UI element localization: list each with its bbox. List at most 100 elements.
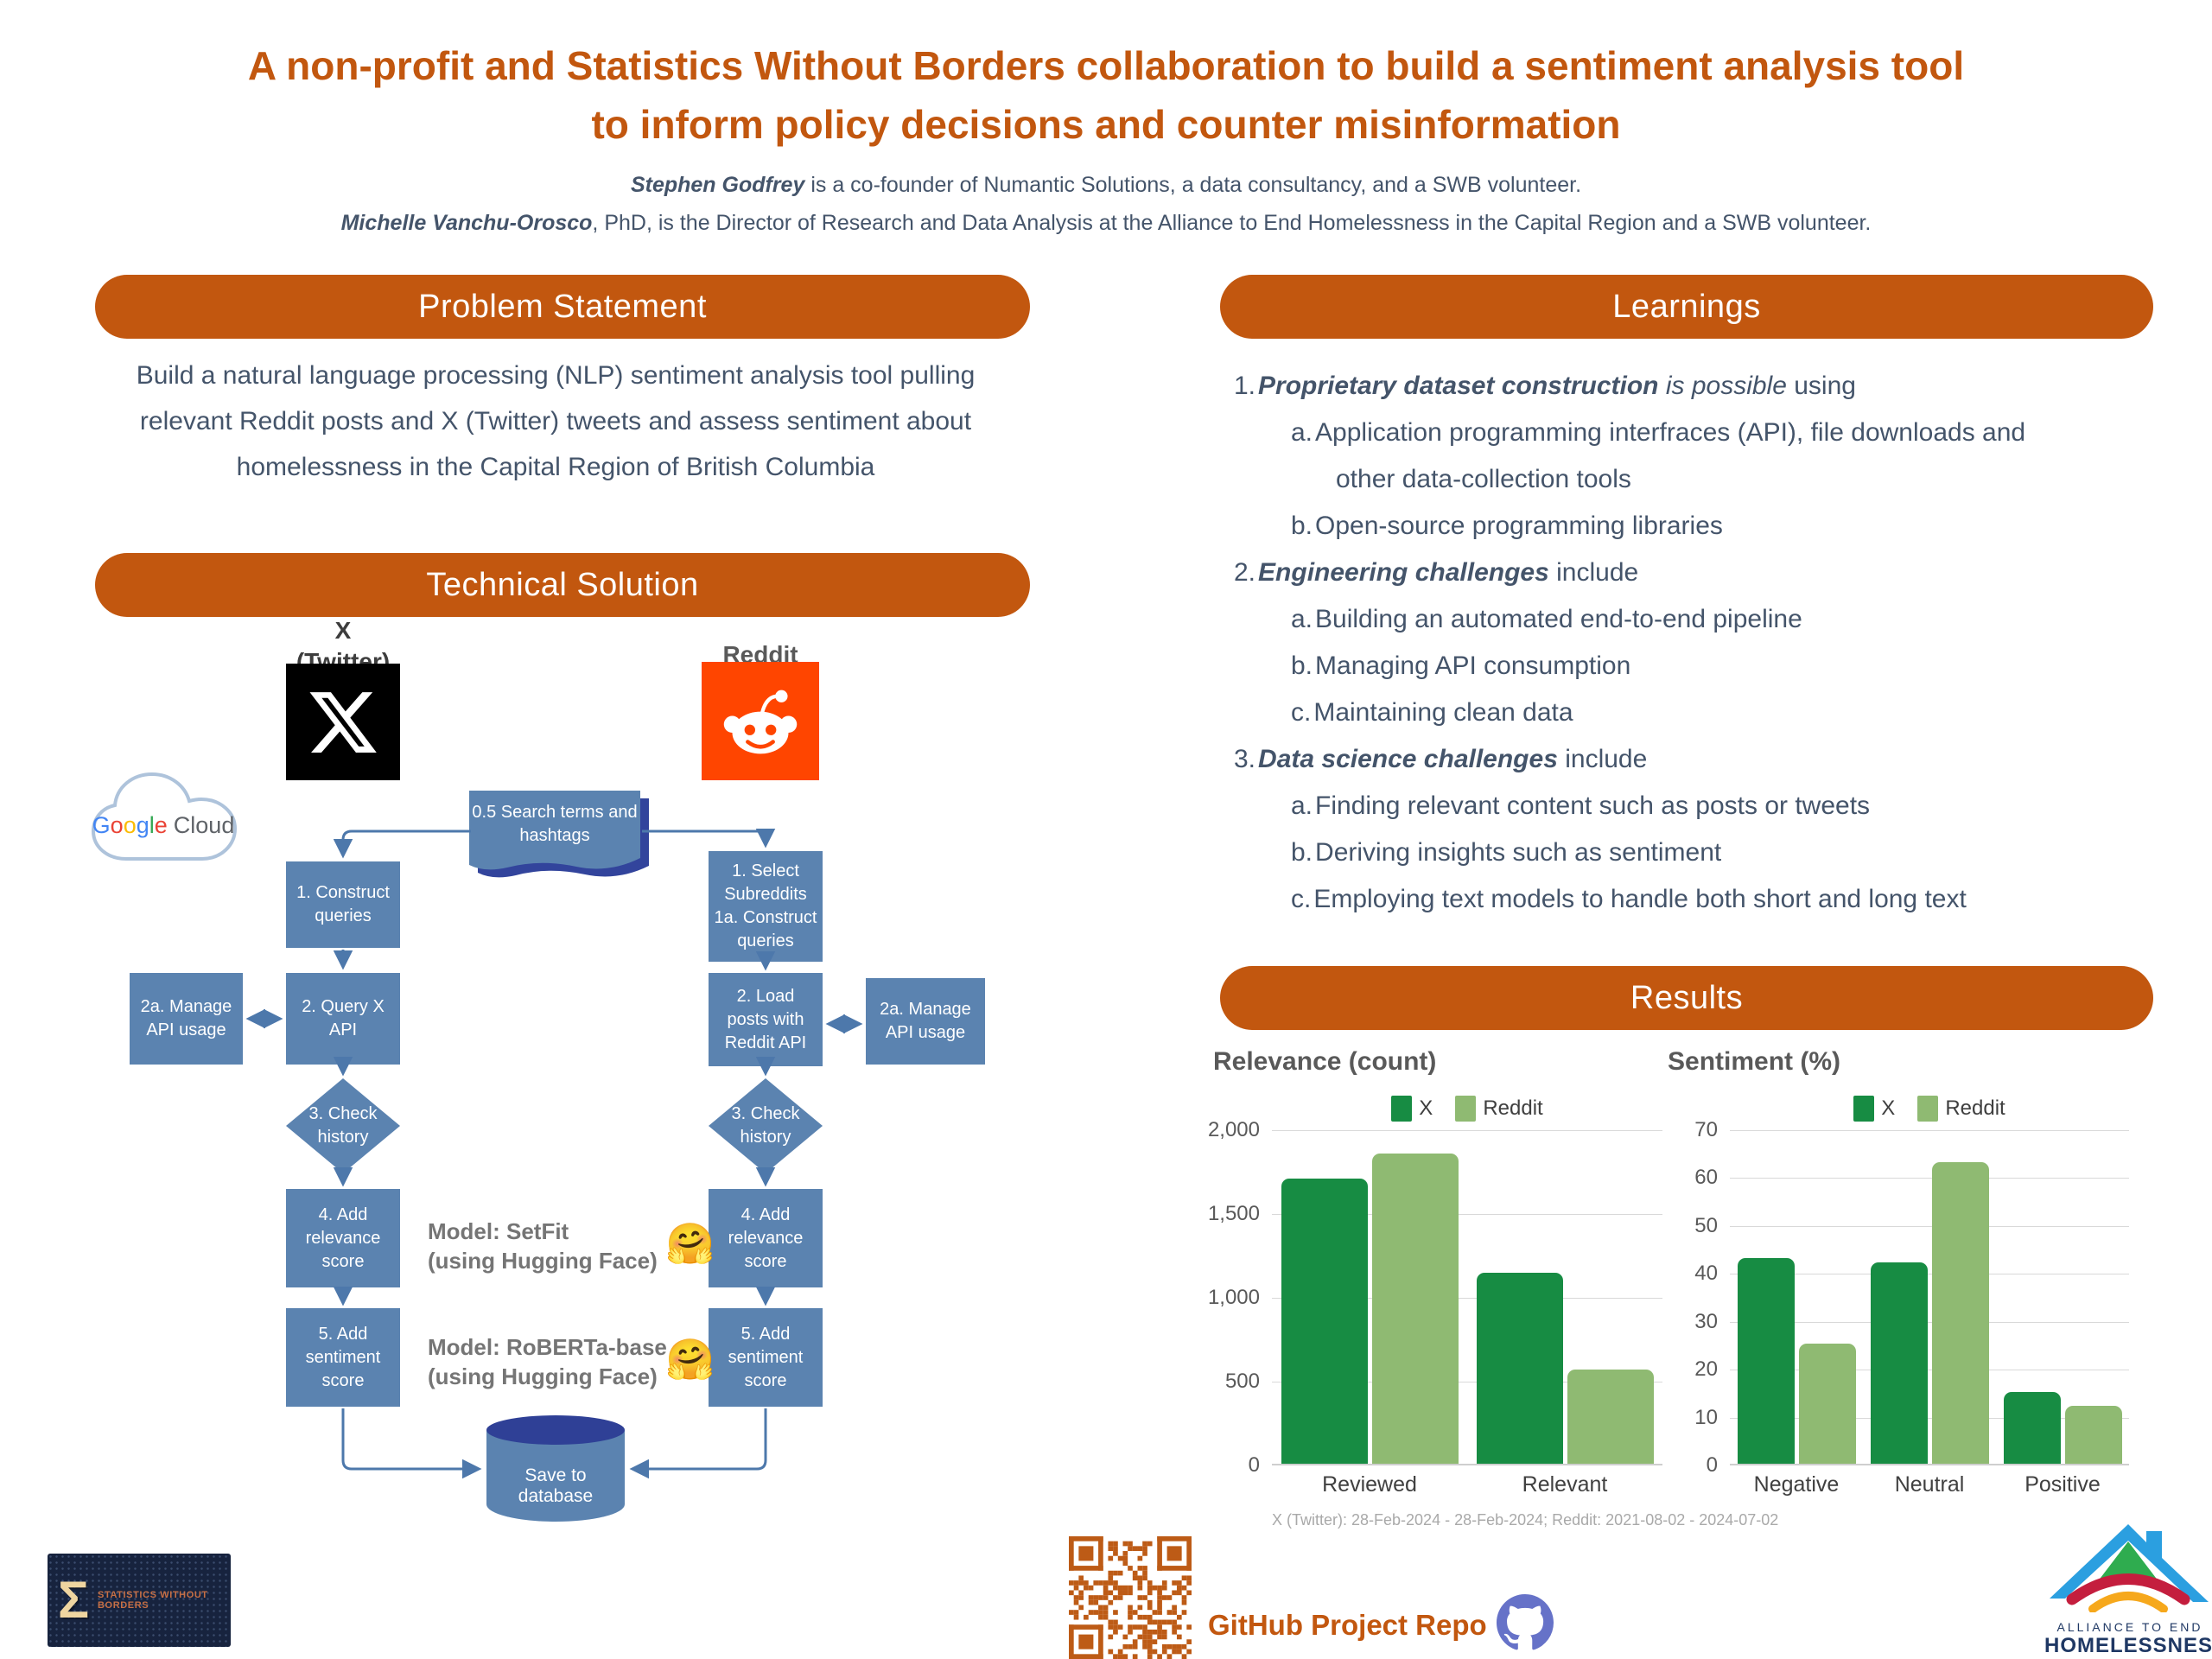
page-title: A non-profit and Statistics Without Bord… bbox=[86, 36, 2126, 154]
bar-reddit-negative bbox=[1798, 1344, 1856, 1464]
legend-swatch bbox=[1391, 1096, 1413, 1122]
chart-title-sentiment: Sentiment (%) bbox=[1668, 1047, 1841, 1076]
flow-x-add-sentiment: 5. Add sentiment score bbox=[286, 1308, 400, 1407]
learnings-item-3b: b. Deriving insights such as sentiment bbox=[1291, 838, 1722, 867]
x-logo bbox=[286, 664, 400, 780]
github-repo-label: GitHub Project Repo bbox=[1208, 1609, 1487, 1641]
database-cylinder-top bbox=[486, 1415, 625, 1445]
legend-item: Reddit bbox=[1455, 1096, 1543, 1122]
learnings-item-2c: c. Maintaining clean data bbox=[1291, 698, 1573, 727]
learnings-item-2a: a. Building an automated end-to-end pipel… bbox=[1291, 605, 1802, 633]
y-tick-label: 60 bbox=[1694, 1166, 1718, 1190]
bar-group bbox=[1281, 1154, 1459, 1464]
github-octocat-icon bbox=[1497, 1594, 1554, 1656]
x-tick-label: Positive bbox=[2024, 1472, 2101, 1497]
page-title-line2: to inform policy decisions and counter m… bbox=[591, 102, 1621, 147]
bar-reddit-positive bbox=[2064, 1406, 2122, 1464]
x-tick-label: Relevant bbox=[1522, 1472, 1608, 1497]
bar-reddit-relevant bbox=[1567, 1370, 1654, 1464]
learnings-item-1b: b. Open-source programming libraries bbox=[1291, 512, 1723, 540]
learnings-item-3c: c. Employing text models to handle both s… bbox=[1291, 885, 1967, 913]
section-header-problem: Problem Statement bbox=[95, 275, 1030, 339]
y-tick-label: 10 bbox=[1694, 1405, 1718, 1429]
plot-area bbox=[1272, 1130, 1662, 1465]
chart-legend: X Reddit bbox=[1730, 1094, 2129, 1123]
learnings-list: 1. Proprietary dataset construction is po… bbox=[1234, 363, 2197, 923]
flow-x-check-history: 3. Check history bbox=[286, 1078, 400, 1173]
x-tick-label: Negative bbox=[1753, 1472, 1840, 1497]
learnings-item-3: 3. Data science challenges include bbox=[1234, 745, 1648, 773]
flow-reddit-load-posts: 2. Load posts with Reddit API bbox=[709, 973, 823, 1066]
alliance-logo: ALLIANCE TO END HOMELESSNESS IN THE CAPI… bbox=[2044, 1519, 2212, 1659]
page-title-line1: A non-profit and Statistics Without Bord… bbox=[247, 43, 1965, 88]
y-tick-label: 20 bbox=[1694, 1357, 1718, 1382]
flow-x-query-api: 2. Query X API bbox=[286, 973, 400, 1065]
legend-swatch bbox=[1853, 1096, 1875, 1122]
y-tick-label: 50 bbox=[1694, 1213, 1718, 1237]
hugging-face-icon: 🤗 bbox=[665, 1221, 715, 1266]
flow-reddit-add-relevance: 4. Add relevance score bbox=[709, 1189, 823, 1287]
cloud-icon bbox=[91, 772, 238, 861]
flow-x-manage-api-usage: 2a. Manage API usage bbox=[130, 973, 243, 1065]
y-tick-label: 40 bbox=[1694, 1262, 1718, 1286]
bar-group bbox=[1476, 1273, 1654, 1464]
x-axis-labels: Negative Neutral Positive bbox=[1730, 1472, 2129, 1497]
google-cloud-logo: Google Cloud bbox=[85, 762, 270, 874]
flow-save-to-database: Save to database bbox=[486, 1415, 625, 1528]
bar-x-negative bbox=[1737, 1258, 1795, 1464]
chart-legend: X Reddit bbox=[1272, 1094, 1662, 1123]
learnings-item-1a-cont: other data-collection tools bbox=[1336, 465, 1631, 493]
x-axis-labels: Reviewed Relevant bbox=[1272, 1472, 1662, 1497]
bar-x-reviewed bbox=[1281, 1179, 1368, 1464]
google-cloud-wordmark: Google Cloud bbox=[92, 812, 235, 838]
bar-reddit-reviewed bbox=[1371, 1154, 1459, 1464]
qr-code bbox=[1069, 1536, 1192, 1659]
chart-footnote: X (Twitter): 28-Feb-2024 - 28-Feb-2024; … bbox=[1272, 1511, 1779, 1529]
y-tick-label: 70 bbox=[1694, 1118, 1718, 1141]
y-tick-label: 30 bbox=[1694, 1309, 1718, 1333]
sigma-icon: Σ bbox=[58, 1571, 90, 1629]
bar-group bbox=[1870, 1162, 1989, 1464]
x-icon bbox=[309, 691, 377, 753]
chart-title-relevance: Relevance (count) bbox=[1213, 1047, 1437, 1076]
reddit-snoo-icon bbox=[723, 690, 798, 753]
flow-x-construct-queries: 1. Construct queries bbox=[286, 861, 400, 948]
legend-swatch bbox=[1917, 1096, 1939, 1122]
section-header-technical: Technical Solution bbox=[95, 553, 1030, 617]
learnings-item-1: 1. Proprietary dataset construction is po… bbox=[1234, 372, 1856, 400]
flow-x-add-relevance: 4. Add relevance score bbox=[286, 1189, 400, 1287]
y-tick-label: 0 bbox=[1248, 1453, 1260, 1477]
y-tick-label: 2,000 bbox=[1207, 1118, 1260, 1141]
legend-item: Reddit bbox=[1917, 1096, 2005, 1122]
bar-x-neutral bbox=[1870, 1262, 1928, 1464]
y-tick-label: 1,000 bbox=[1207, 1286, 1260, 1309]
model-setfit-label: Model: SetFit (using Hugging Face) bbox=[428, 1218, 658, 1274]
learnings-item-3a: a. Finding relevant content such as posts… bbox=[1291, 791, 1871, 820]
flow-reddit-check-history: 3. Check history bbox=[709, 1078, 823, 1173]
swb-logo-text: STATISTICS WITHOUT BORDERS bbox=[98, 1590, 208, 1611]
y-tick-label: 0 bbox=[1706, 1453, 1718, 1477]
model-roberta-label: Model: RoBERTa-base (using Hugging Face) bbox=[428, 1334, 667, 1389]
y-axis-labels: 0 500 1,000 1,500 2,000 bbox=[1208, 1118, 1272, 1477]
alliance-roof-icon bbox=[2050, 1524, 2209, 1613]
author-line-1: Stephen Godfrey is a co-founder of Numan… bbox=[630, 173, 1582, 197]
learnings-item-1a: a. Application programming interfraces (A… bbox=[1291, 418, 2026, 447]
bar-x-relevant bbox=[1476, 1273, 1563, 1464]
section-header-results: Results bbox=[1220, 966, 2153, 1030]
learnings-item-2b: b. Managing API consumption bbox=[1291, 652, 1631, 680]
author-line-2: Michelle Vanchu-Orosco, PhD, is the Dire… bbox=[340, 211, 1872, 235]
flow-reddit-add-sentiment: 5. Add sentiment score bbox=[709, 1308, 823, 1407]
problem-statement-text: Build a natural language processing (NLP… bbox=[136, 361, 976, 481]
y-axis-labels: 0 10 20 30 40 50 60 70 bbox=[1668, 1118, 1730, 1477]
bar-group bbox=[1737, 1258, 1856, 1464]
bar-x-positive bbox=[2003, 1392, 2061, 1464]
bar-reddit-neutral bbox=[1931, 1162, 1989, 1464]
alliance-text-line1: ALLIANCE TO END bbox=[2056, 1620, 2203, 1634]
legend-item: X bbox=[1391, 1096, 1433, 1122]
document-shape bbox=[469, 791, 649, 878]
swb-logo: Σ STATISTICS WITHOUT BORDERS bbox=[48, 1554, 231, 1647]
section-header-learnings: Learnings bbox=[1220, 275, 2153, 339]
relevance-chart: Relevance (count) X Reddit 0 500 1,000 1,500… bbox=[1208, 1047, 1779, 1529]
reddit-logo bbox=[702, 662, 819, 780]
